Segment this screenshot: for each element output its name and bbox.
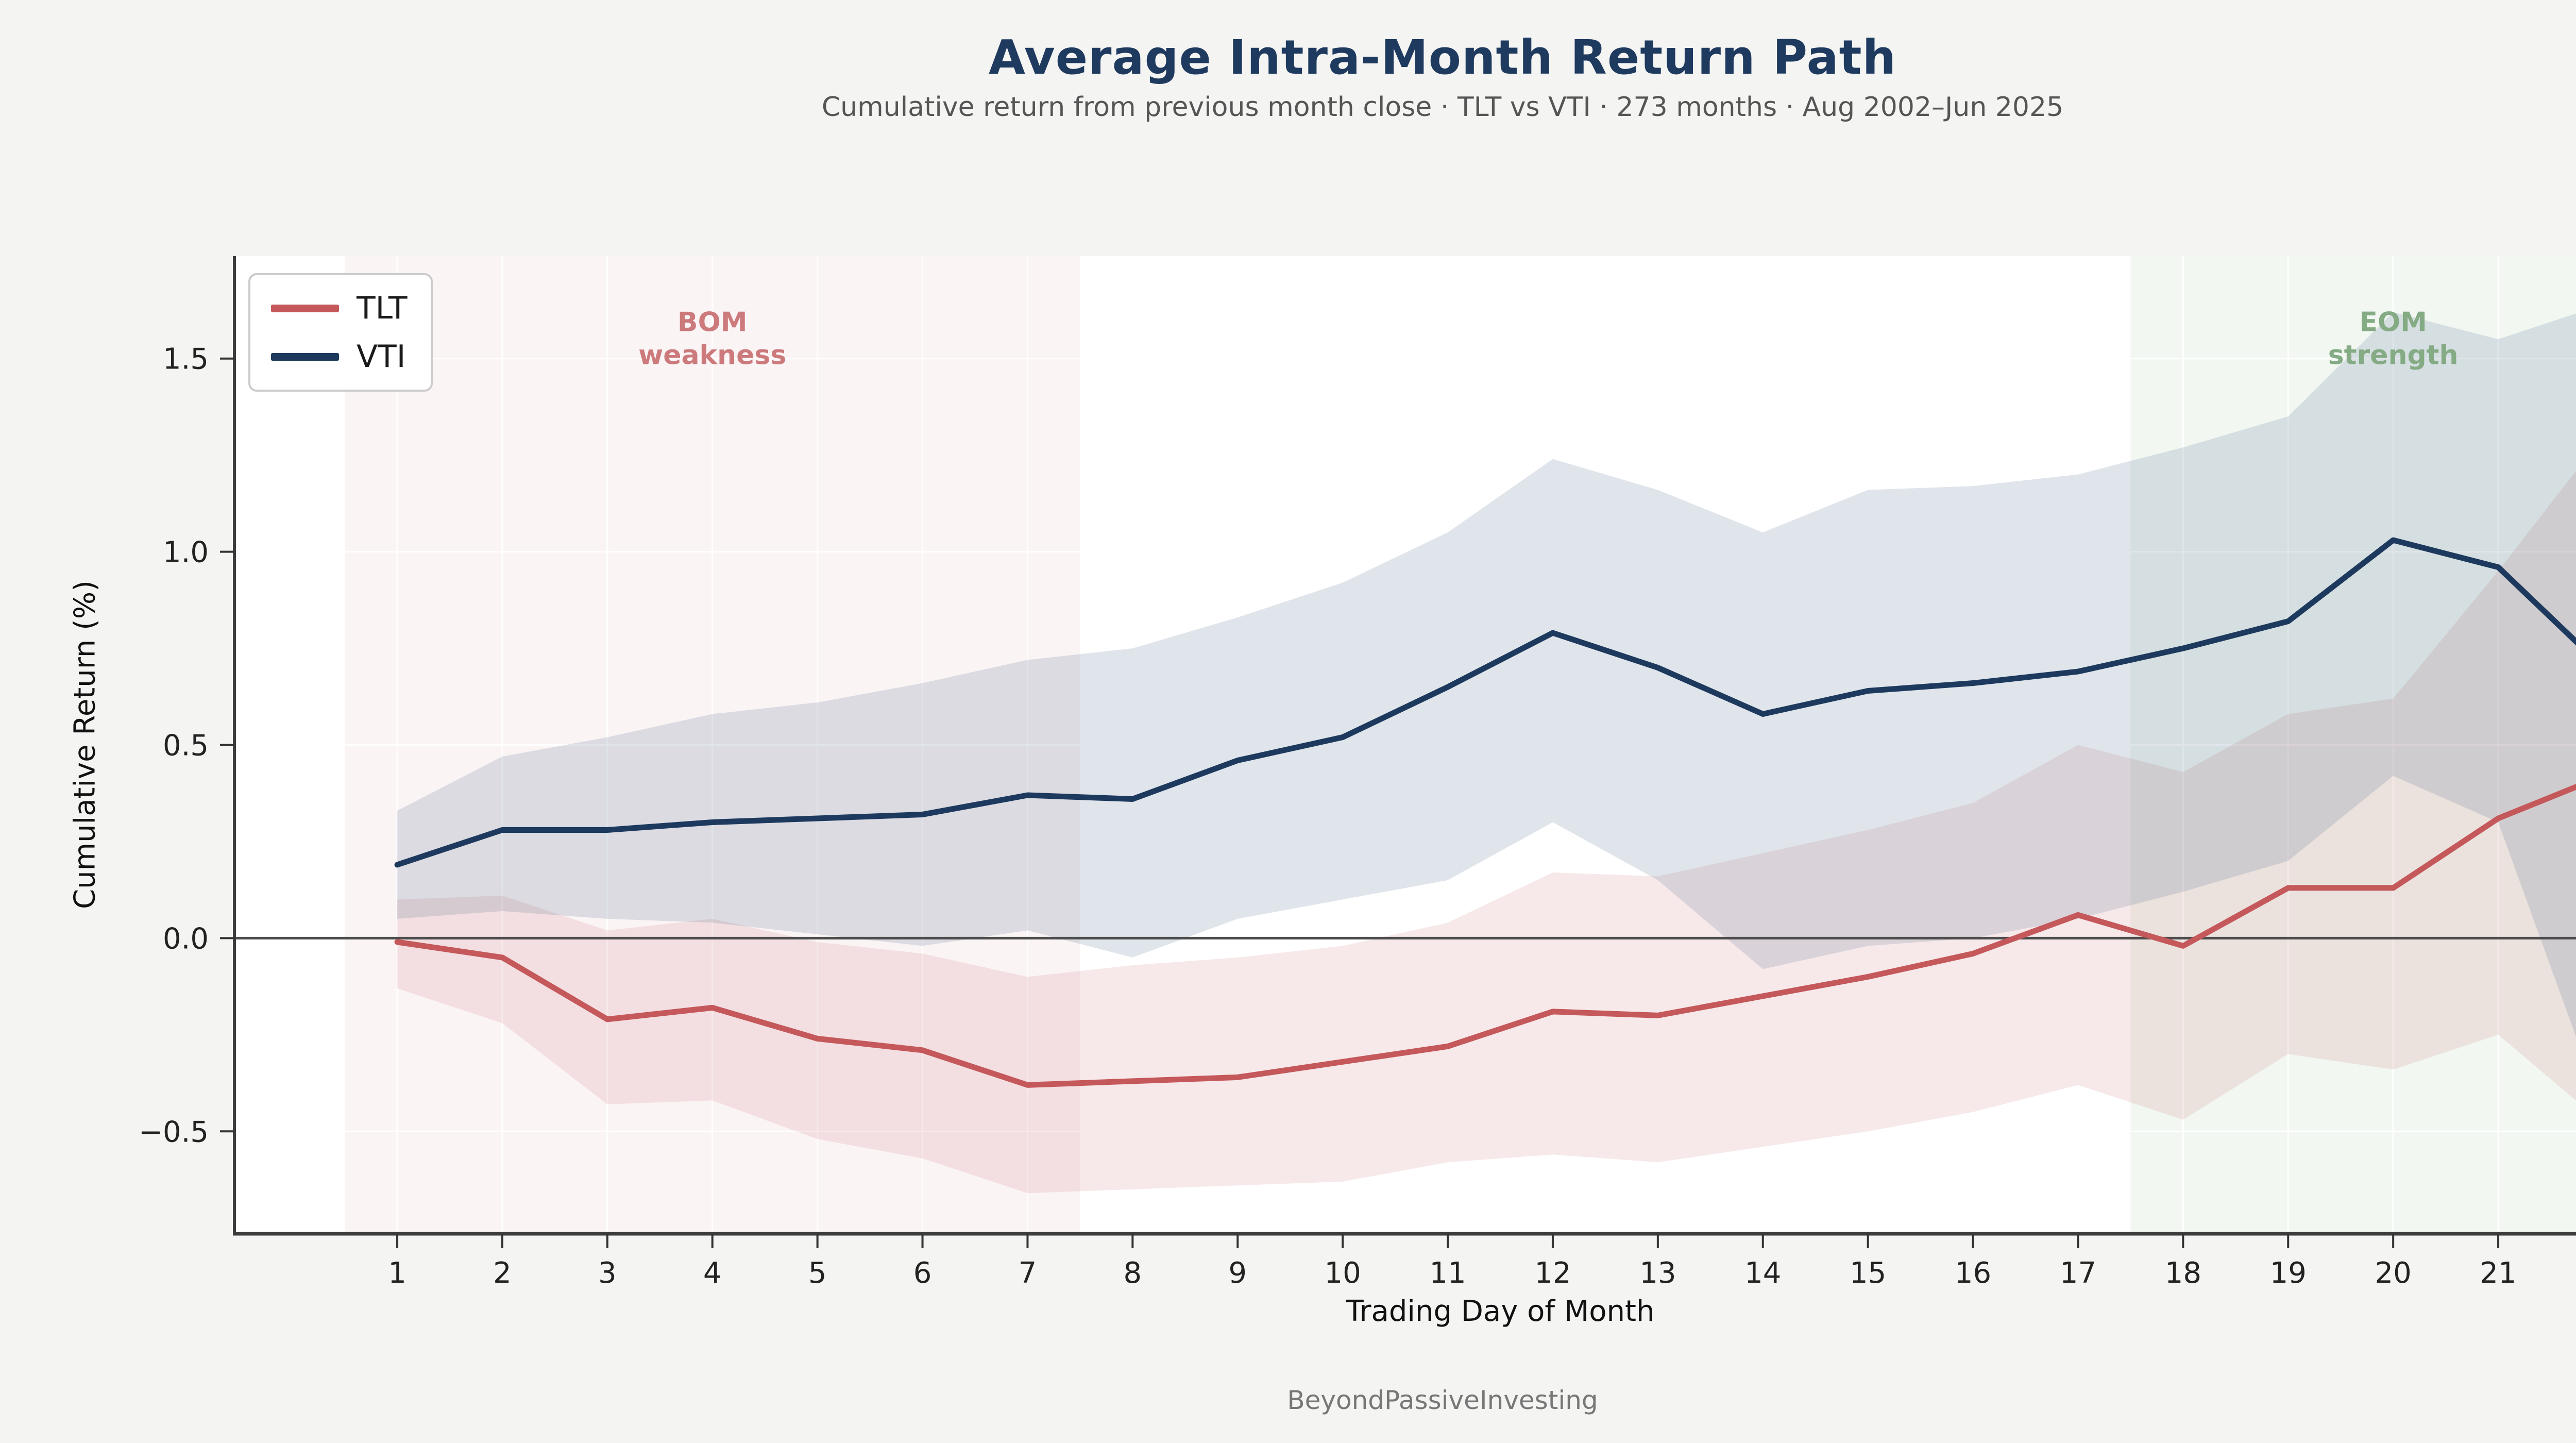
tlt-line-swatch [271,304,339,312]
legend-label-tlt: TLT [357,290,408,326]
legend-label-vti: VTI [357,339,406,375]
x-tick-label: 17 [2060,1256,2096,1290]
tlt-band [397,471,2576,1194]
x-tick-label: 18 [2165,1256,2201,1290]
x-tick-label: 8 [1124,1256,1142,1290]
x-tick-label: 15 [1850,1256,1886,1290]
tlt-line [394,783,2576,1088]
x-tick-label: 20 [2375,1256,2412,1290]
x-tick-label: 14 [1744,1256,1781,1290]
legend: TLT VTI [248,273,433,392]
vti-line [394,537,2576,868]
x-tick-label: 7 [1019,1256,1037,1290]
annotation-bom-weakness: BOM weakness [638,307,787,371]
chart-subtitle: Cumulative return from previous month cl… [821,92,2064,123]
y-tick-label: 1.5 [163,343,209,376]
x-axis-label: Trading Day of Month [1346,1295,1655,1328]
x-tick-label: 1 [388,1256,406,1290]
x-tick-label: 3 [598,1256,617,1290]
x-tick-label: 6 [913,1256,932,1290]
y-axis-label: Cumulative Return (%) [68,580,102,909]
x-tick-label: 21 [2480,1256,2516,1290]
vti-line-swatch [271,353,339,361]
legend-item-vti: VTI [271,341,407,372]
x-tick-label: 12 [1534,1256,1571,1290]
x-tick-label: 19 [2270,1256,2307,1290]
x-tick-label: 2 [493,1256,512,1290]
annotation-eom-strength: EOM strength [2328,307,2459,371]
x-tick-label: 9 [1228,1256,1247,1290]
y-tick-label: 1.0 [163,536,209,569]
x-tick-label: 16 [1955,1256,1991,1290]
y-tick-label: 0.0 [163,922,209,955]
chart-title: Average Intra-Month Return Path [988,30,1897,85]
x-tick-label: 4 [703,1256,722,1290]
x-tick-label: 5 [808,1256,827,1290]
legend-item-tlt: TLT [271,293,407,324]
vti-band [397,312,2576,1037]
x-tick-label: 13 [1639,1256,1676,1290]
y-tick-label: 0.5 [163,729,209,763]
watermark: BeyondPassiveInvesting [1287,1385,1598,1415]
y-tick-label: −0.5 [139,1115,209,1149]
x-tick-label: 10 [1325,1256,1361,1290]
x-tick-label: 11 [1429,1256,1466,1290]
